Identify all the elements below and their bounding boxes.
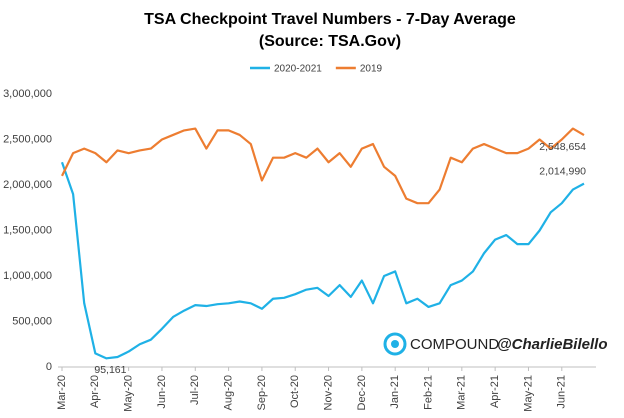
x-tick-label: Aug-20 [223,375,235,410]
logo-dot [391,340,399,348]
chart-title: TSA Checkpoint Travel Numbers - 7-Day Av… [144,11,516,28]
logo [383,332,407,356]
x-tick-label: Mar-21 [456,375,468,410]
watermark: COMPOUND @CharlieBilello [383,332,608,356]
watermark-brand: COMPOUND [410,336,499,353]
x-tick-label: Jul-20 [189,375,201,405]
x-tick-label: Dec-20 [356,375,368,410]
x-tick-label: May-21 [522,375,534,412]
y-tick-label: 1,000,000 [3,270,52,282]
series-line [61,127,585,205]
value-label: 2,548,654 [539,141,586,153]
value-label: 95,161 [94,364,126,376]
x-tick-label: Apr-20 [89,375,101,408]
x-tick-label: Nov-20 [322,375,334,410]
x-tick-label: Oct-20 [289,375,301,408]
x-tick-label: Sep-20 [256,375,268,410]
legend-label: 2019 [360,64,383,75]
y-tick-label: 0 [46,361,52,373]
x-tick-label: Apr-21 [489,375,501,408]
value-label: 2,014,990 [539,165,586,177]
x-tick-label: Mar-20 [56,375,68,410]
x-tick-label: Jan-21 [389,375,401,409]
watermark-handle: @CharlieBilello [497,336,608,353]
series-line [60,161,585,360]
legend-label: 2020-2021 [274,64,322,75]
y-tick-label: 500,000 [12,315,52,327]
y-tick-label: 1,500,000 [3,224,52,236]
x-tick-label: May-20 [123,375,135,412]
y-tick-label: 3,000,000 [3,88,52,100]
y-tick-label: 2,000,000 [3,179,52,191]
chart-subtitle: (Source: TSA.Gov) [259,33,401,50]
x-tick-label: Jun-21 [556,375,568,409]
x-tick-label: Feb-21 [422,375,434,410]
y-tick-label: 2,500,000 [3,133,52,145]
x-tick-label: Jun-20 [156,375,168,409]
